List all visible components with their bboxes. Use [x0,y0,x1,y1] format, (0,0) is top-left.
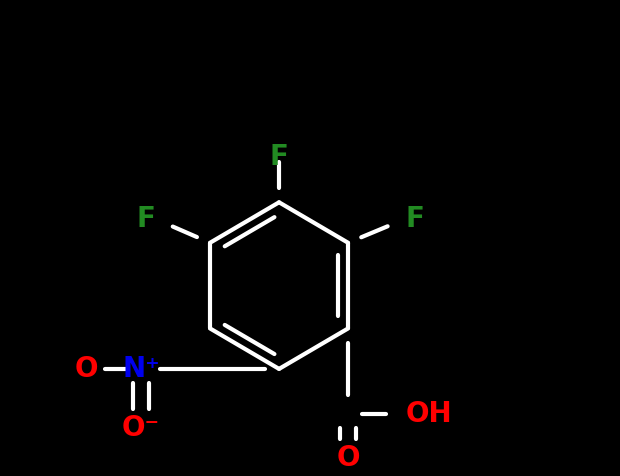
Text: O⁻: O⁻ [122,415,160,442]
Text: N⁺: N⁺ [122,355,160,383]
Text: F: F [405,205,424,233]
Text: OH: OH [405,400,452,428]
Text: F: F [136,205,155,233]
Text: O: O [336,444,360,472]
Text: O: O [74,355,98,383]
Text: F: F [270,143,288,171]
